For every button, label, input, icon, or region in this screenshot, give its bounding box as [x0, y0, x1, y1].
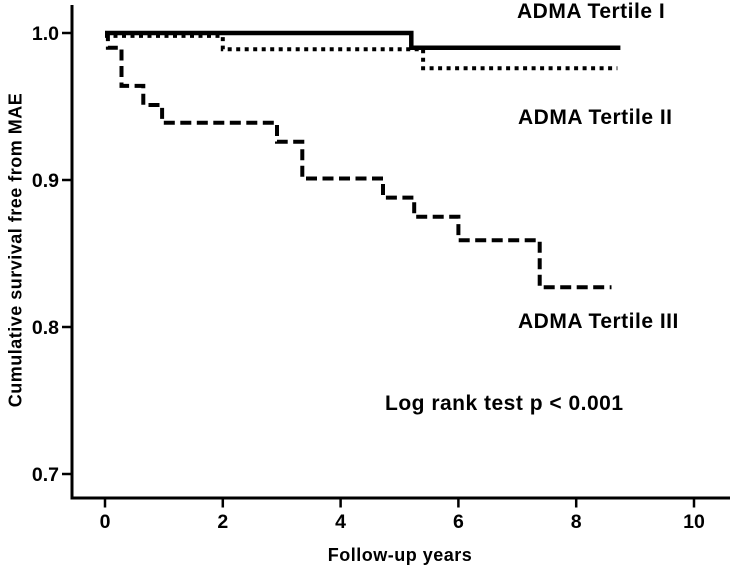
- y-tick-label: 0.9: [32, 170, 59, 192]
- x-tick-label: 2: [217, 511, 228, 533]
- x-tick-label: 0: [100, 511, 111, 533]
- series-label-adma-tertile-ii: ADMA Tertile II: [518, 106, 673, 129]
- y-tick-label: 0.7: [32, 464, 59, 486]
- x-tick-label: 4: [335, 511, 346, 533]
- y-tick-label: 1.0: [32, 23, 59, 45]
- x-axis-title: Follow-up years: [327, 545, 473, 565]
- x-tick-label: 8: [571, 511, 582, 533]
- y-tick-label: 0.8: [32, 317, 59, 339]
- x-tick-label: 10: [683, 511, 705, 533]
- survival-curve-adma-tertile-i: [105, 30, 621, 50]
- x-tick-label: 6: [453, 511, 464, 533]
- log-rank-annotation: Log rank test p < 0.001: [385, 392, 624, 415]
- series-label-adma-tertile-i: ADMA Tertile I: [517, 0, 666, 23]
- y-axis-title: Cumulative survival free from MAE: [5, 92, 26, 408]
- survival-curve-adma-tertile-iii: [105, 31, 612, 290]
- survival-curve-adma-tertile-ii: [105, 33, 618, 71]
- series-label-adma-tertile-iii: ADMA Tertile III: [518, 310, 679, 333]
